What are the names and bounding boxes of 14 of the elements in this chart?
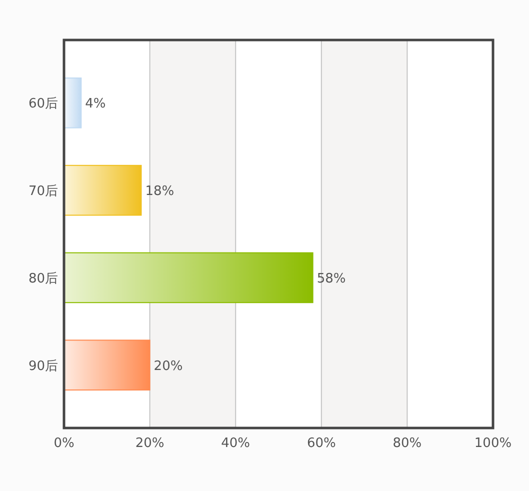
data-label: 58% xyxy=(316,271,346,286)
x-tick-label: 100% xyxy=(474,436,512,451)
y-tick-label: 70后 xyxy=(28,184,58,199)
x-tick-label: 20% xyxy=(135,436,164,451)
data-label: 20% xyxy=(154,358,183,374)
x-tick-label: 40% xyxy=(221,436,250,451)
data-label: 18% xyxy=(145,184,174,199)
y-tick-label: 90后 xyxy=(28,358,58,374)
x-tick-label: 80% xyxy=(392,436,422,451)
y-tick-label: 80后 xyxy=(28,271,58,286)
x-tick-label: 0% xyxy=(54,436,74,451)
x-tick-label: 60% xyxy=(306,436,336,451)
data-label: 4% xyxy=(85,96,106,112)
y-tick-label: 60后 xyxy=(28,96,58,112)
